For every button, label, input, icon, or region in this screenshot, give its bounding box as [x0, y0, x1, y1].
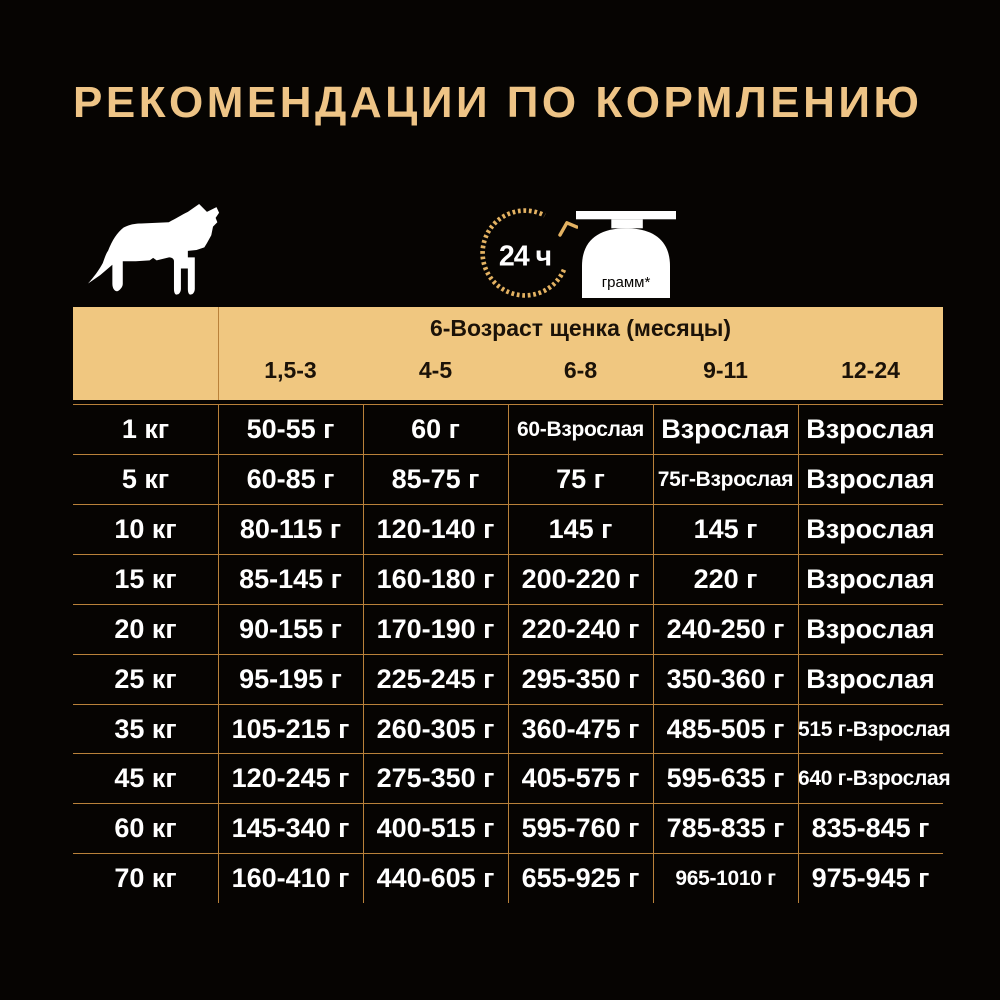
svg-text:24 ч: 24 ч: [499, 241, 551, 273]
svg-text:грамм*: грамм*: [602, 274, 651, 291]
